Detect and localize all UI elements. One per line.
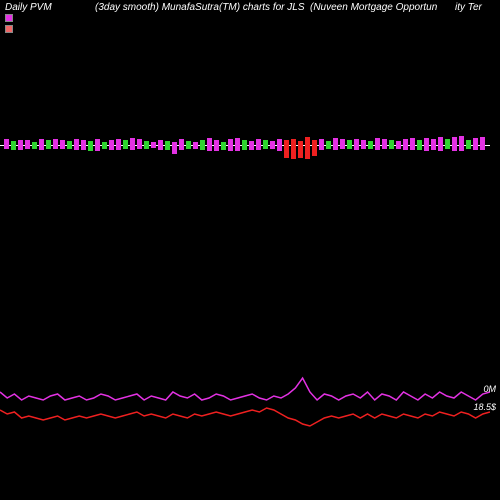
legend-volume-label: Volume (16, 13, 46, 23)
candle-bar (319, 139, 324, 150)
candle-bar (95, 139, 100, 151)
candle-bar (347, 140, 352, 149)
candle-bar (32, 142, 37, 149)
legend-price: Price (5, 23, 46, 34)
candle-bar (39, 139, 44, 150)
candle-bar (417, 140, 422, 150)
candle-bar (242, 140, 247, 150)
candle-bar (200, 140, 205, 150)
candlestick-region (0, 120, 490, 170)
candle-bar (228, 139, 233, 151)
candle-bar (403, 139, 408, 150)
legend-volume: Volume (5, 12, 46, 23)
title-far-right: ity Ter (455, 2, 482, 13)
candle-bar (207, 138, 212, 151)
volume-line (0, 378, 490, 400)
candle-bar (333, 138, 338, 150)
title-mid: (3day smooth) MunafaSutra(TM) charts for… (95, 2, 305, 13)
lines-svg (0, 370, 490, 450)
candle-bar (298, 141, 303, 158)
axis-volume-label: 0M (483, 384, 496, 394)
candle-bar (179, 139, 184, 150)
candle-bar (256, 139, 261, 150)
candle-bar (221, 142, 226, 150)
candle-bar (25, 140, 30, 149)
candle-bar (88, 141, 93, 151)
candle-bar (235, 138, 240, 151)
legend-price-label: Price (16, 24, 37, 34)
legend: Volume Price (5, 12, 46, 34)
candle-bar (130, 138, 135, 150)
candle-bar (102, 142, 107, 149)
candle-bar (116, 139, 121, 150)
candle-bar (46, 140, 51, 149)
price-swatch (5, 25, 13, 33)
candle-bar (214, 140, 219, 151)
candle-bar (445, 139, 450, 149)
candle-bar (340, 139, 345, 149)
candle-bar (466, 140, 471, 149)
candle-bar (81, 140, 86, 150)
candle-bar (354, 139, 359, 150)
volume-swatch (5, 14, 13, 22)
candle-bar (291, 139, 296, 159)
candle-bar (186, 141, 191, 149)
candle-bar (74, 139, 79, 150)
candle-bar (67, 141, 72, 149)
candle-bar (193, 142, 198, 149)
candle-bar (459, 136, 464, 151)
candle-bar (4, 139, 9, 149)
candle-bar (60, 140, 65, 149)
candle-bar (158, 140, 163, 150)
chart-header: Daily PVM (3day smooth) MunafaSutra(TM) … (0, 2, 500, 32)
candle-bar (109, 140, 114, 150)
candle-bar (270, 141, 275, 149)
candle-bar (305, 137, 310, 159)
title-right: (Nuveen Mortgage Opportun (310, 2, 437, 13)
candle-bar (382, 139, 387, 149)
price-line (0, 408, 490, 426)
axis-price-label: 18.5$ (473, 402, 496, 412)
candle-bar (424, 138, 429, 151)
candle-bar (284, 140, 289, 158)
candle-bar (144, 141, 149, 149)
candle-bar (11, 141, 16, 150)
candle-bar (368, 141, 373, 149)
candle-bar (165, 141, 170, 150)
candle-bar (438, 137, 443, 151)
candle-bar (18, 140, 23, 150)
candle-bar (452, 137, 457, 151)
candle-bar (277, 139, 282, 151)
candle-bar (263, 140, 268, 149)
candle-bar (480, 137, 485, 150)
candle-bar (396, 141, 401, 149)
candle-bar (410, 138, 415, 150)
candle-bar (312, 140, 317, 156)
candle-bar (361, 140, 366, 149)
candle-bar (123, 140, 128, 149)
candle-bar (249, 141, 254, 150)
candle-bar (375, 138, 380, 150)
candle-bar (137, 139, 142, 149)
candle-bar (172, 142, 177, 154)
candle-bar (326, 141, 331, 149)
line-chart-region (0, 370, 490, 450)
candle-bar (151, 142, 156, 148)
candle-bar (389, 140, 394, 149)
candle-bar (53, 139, 58, 149)
candle-bar (431, 139, 436, 150)
candle-bar (473, 138, 478, 150)
